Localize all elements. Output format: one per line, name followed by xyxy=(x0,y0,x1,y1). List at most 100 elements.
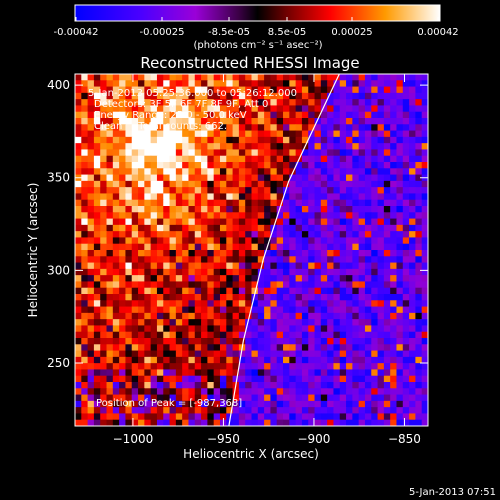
heatmap-cell xyxy=(371,256,379,264)
heatmap-cell xyxy=(333,350,341,358)
heatmap-cell xyxy=(194,300,202,308)
heatmap-cell xyxy=(156,136,164,144)
heatmap-cell xyxy=(333,287,341,295)
heatmap-cell xyxy=(245,243,253,251)
heatmap-cell xyxy=(283,212,290,220)
heatmap-cell xyxy=(295,262,303,270)
heatmap-cell xyxy=(112,250,120,257)
heatmap-cell xyxy=(308,319,316,327)
heatmap-cell xyxy=(125,287,133,295)
heatmap-cell xyxy=(320,275,328,283)
heatmap-cell xyxy=(308,243,316,251)
heatmap-cell xyxy=(125,243,133,251)
heatmap-cell xyxy=(320,407,328,415)
heatmap-cell xyxy=(409,224,416,232)
heatmap-cell xyxy=(320,74,328,81)
heatmap-cell xyxy=(352,356,360,364)
heatmap-cell xyxy=(150,187,158,195)
heatmap-cell xyxy=(106,224,114,232)
heatmap-cell xyxy=(308,149,316,157)
heatmap-cell xyxy=(415,413,423,421)
heatmap-cell xyxy=(283,206,290,213)
heatmap-cell xyxy=(87,344,95,352)
heatmap-cell xyxy=(144,319,152,327)
heatmap-cell xyxy=(415,193,423,201)
heatmap-cell xyxy=(188,350,196,358)
heatmap-cell xyxy=(301,407,309,415)
heatmap-cell xyxy=(346,256,353,264)
heatmap-cell xyxy=(352,118,360,125)
heatmap-cell xyxy=(138,206,145,213)
heatmap-cell xyxy=(238,268,246,276)
heatmap-cell xyxy=(327,344,335,352)
heatmap-cell xyxy=(283,400,290,408)
heatmap-cell xyxy=(106,193,114,201)
heatmap-cell xyxy=(213,237,221,245)
heatmap-cell xyxy=(352,86,360,94)
heatmap-cell xyxy=(100,168,108,176)
heatmap-cell xyxy=(301,400,309,408)
heatmap-cell xyxy=(213,256,221,264)
heatmap-cell xyxy=(314,281,322,289)
heatmap-cell xyxy=(390,350,398,358)
heatmap-cell xyxy=(226,174,234,182)
heatmap-cell xyxy=(188,275,196,283)
heatmap-cell xyxy=(119,413,127,421)
heatmap-cell xyxy=(308,325,316,333)
heatmap-cell xyxy=(352,262,360,270)
heatmap-cell xyxy=(93,92,101,100)
heatmap-cell xyxy=(276,306,284,314)
heatmap-cell xyxy=(276,231,284,239)
heatmap-cell xyxy=(207,105,215,113)
heatmap-cell xyxy=(314,262,322,270)
heatmap-cell xyxy=(238,325,246,333)
heatmap-cell xyxy=(163,74,171,81)
heatmap-cell xyxy=(144,124,152,132)
heatmap-cell xyxy=(100,419,108,426)
heatmap-cell xyxy=(119,243,127,251)
heatmap-cell xyxy=(346,199,353,207)
heatmap-cell xyxy=(219,136,227,144)
heatmap-cell xyxy=(251,224,259,232)
heatmap-cell xyxy=(232,149,240,157)
heatmap-cell xyxy=(276,268,284,276)
heatmap-cell xyxy=(314,111,322,119)
heatmap-cell xyxy=(219,400,227,408)
heatmap-cell xyxy=(352,111,360,119)
heatmap-cell xyxy=(175,86,183,94)
heatmap-cell xyxy=(251,250,259,257)
heatmap-cell xyxy=(238,294,246,301)
heatmap-cell xyxy=(283,407,290,415)
heatmap-cell xyxy=(144,256,152,264)
heatmap-cell xyxy=(308,268,316,276)
heatmap-cell xyxy=(383,356,391,364)
heatmap-cell xyxy=(383,319,391,327)
heatmap-cell xyxy=(81,92,89,100)
heatmap-cell xyxy=(175,237,183,245)
heatmap-cell xyxy=(276,350,284,358)
heatmap-cell xyxy=(81,306,89,314)
heatmap-cell xyxy=(327,350,335,358)
heatmap-cell xyxy=(270,231,278,239)
heatmap-cell xyxy=(390,111,398,119)
heatmap-cell xyxy=(276,394,284,402)
heatmap-cell xyxy=(100,105,108,113)
heatmap-cell xyxy=(100,130,108,138)
heatmap-cell xyxy=(150,413,158,421)
heatmap-cell xyxy=(346,162,353,169)
heatmap-cell xyxy=(327,224,335,232)
heatmap-cell xyxy=(156,419,164,426)
heatmap-cell xyxy=(163,250,171,257)
heatmap-cell xyxy=(377,162,385,169)
heatmap-cell xyxy=(213,262,221,270)
heatmap-cell xyxy=(251,168,259,176)
heatmap-cell xyxy=(125,312,133,320)
heatmap-cell xyxy=(144,388,152,396)
heatmap-cell xyxy=(93,275,101,283)
colorbar-tick-label: 0.00025 xyxy=(331,27,372,38)
heatmap-cell xyxy=(81,130,89,138)
heatmap-cell xyxy=(314,363,322,371)
heatmap-cell xyxy=(308,111,316,119)
heatmap-cell xyxy=(314,338,322,345)
heatmap-cell xyxy=(289,394,297,402)
